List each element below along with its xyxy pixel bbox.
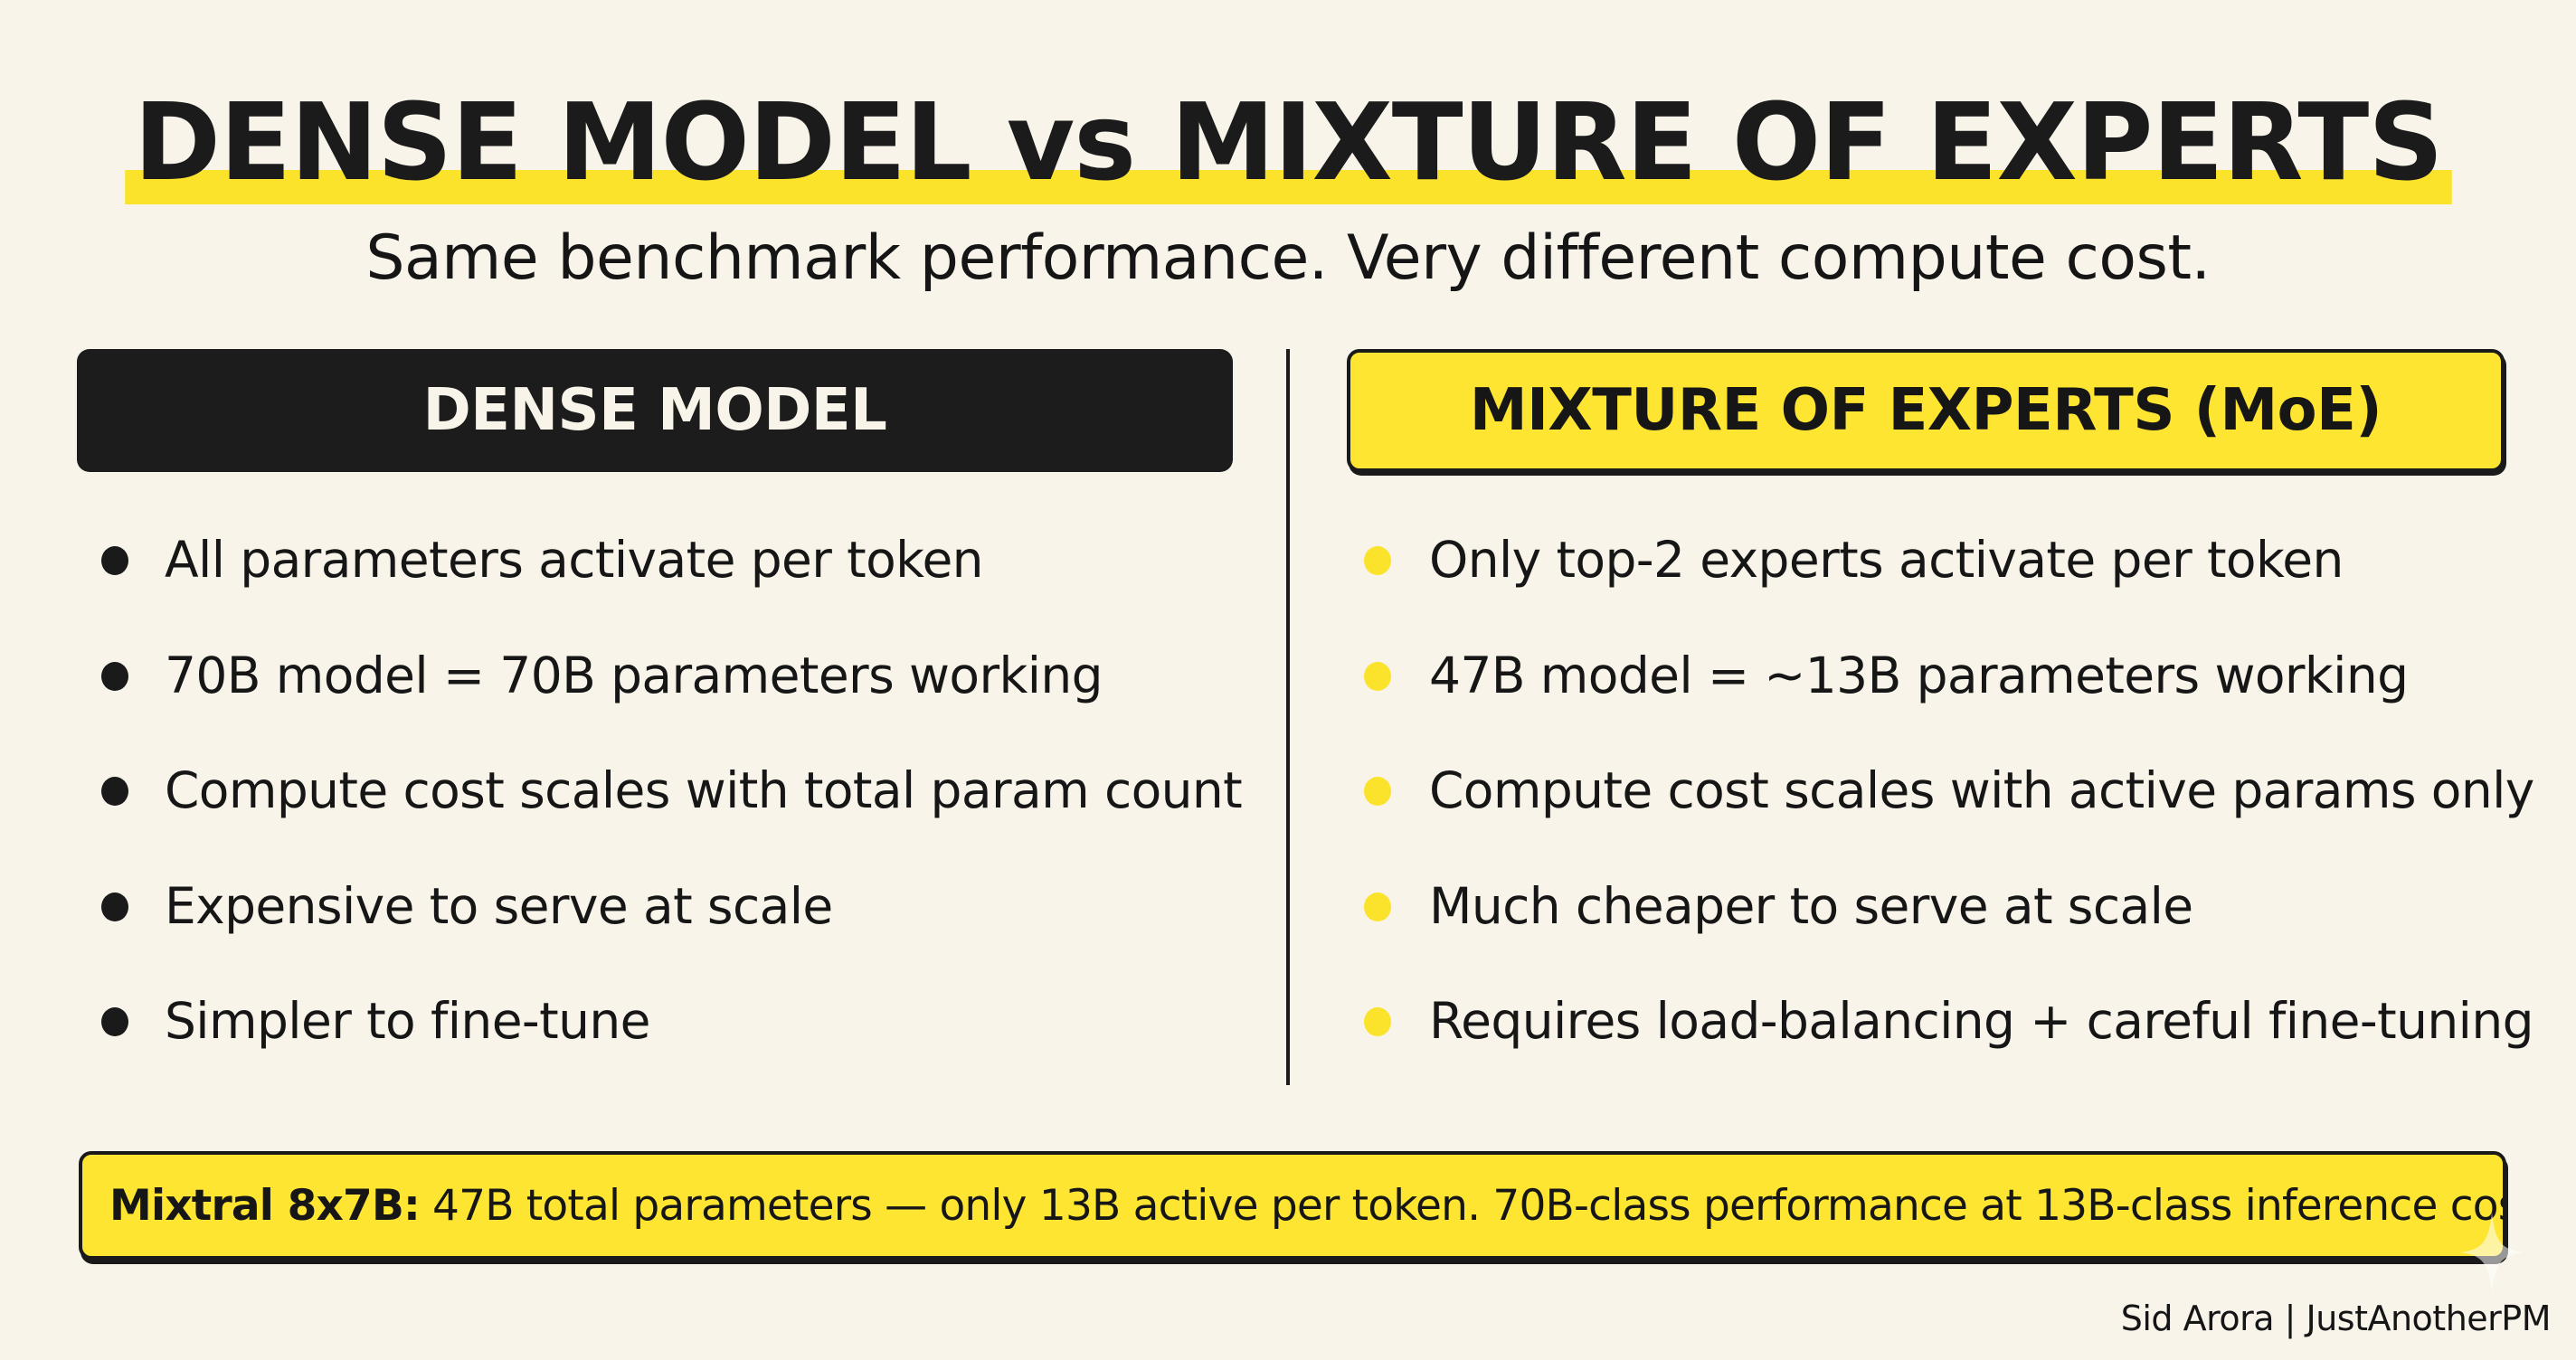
list-item: Much cheaper to serve at scale: [1357, 865, 2534, 981]
bullet-dot-icon: [101, 777, 128, 806]
list-item: 70B model = 70B parameters working: [101, 635, 1242, 751]
list-item: Compute cost scales with active params o…: [1357, 750, 2534, 865]
list-item: All parameters activate per token: [101, 519, 1242, 635]
bullet-text: Compute cost scales with total param cou…: [165, 761, 1243, 819]
page-title: DENSE MODEL vs MIXTURE OF EXPERTS: [124, 80, 2452, 204]
callout-label: Mixtral 8x7B:: [109, 1180, 421, 1231]
bullet-text: Compute cost scales with active params o…: [1429, 761, 2534, 819]
bullet-dot-icon: [1364, 546, 1391, 575]
bullet-text: Expensive to serve at scale: [165, 876, 833, 935]
bullet-dot-icon: [101, 661, 128, 691]
title-container: DENSE MODEL vs MIXTURE OF EXPERTS: [0, 80, 2576, 204]
list-item: Expensive to serve at scale: [101, 865, 1242, 981]
bullet-text: Only top-2 experts activate per token: [1429, 531, 2344, 589]
bullet-text: Requires load-balancing + careful fine-t…: [1429, 992, 2534, 1050]
bullet-text: Simpler to fine-tune: [165, 992, 651, 1050]
bullet-text: 70B model = 70B parameters working: [165, 646, 1103, 704]
page-subtitle: Same benchmark performance. Very differe…: [365, 222, 2211, 294]
list-item: 47B model = ~13B parameters working: [1357, 635, 2534, 751]
list-item: Only top-2 experts activate per token: [1357, 519, 2534, 635]
callout-text: 47B total parameters — only 13B active p…: [431, 1180, 2506, 1231]
moe-header-label: MIXTURE OF EXPERTS (MoE): [1469, 377, 2382, 444]
sparkle-icon: [2460, 1212, 2524, 1293]
bullet-text: All parameters activate per token: [165, 531, 984, 589]
bullet-text: Much cheaper to serve at scale: [1429, 876, 2193, 935]
moe-bullet-list: Only top-2 experts activate per token 47…: [1357, 519, 2534, 1096]
bullet-dot-icon: [101, 892, 128, 921]
page-title-text: DENSE MODEL vs MIXTURE OF EXPERTS: [133, 80, 2444, 204]
bullet-dot-icon: [1364, 1007, 1391, 1036]
dense-model-header: DENSE MODEL: [77, 349, 1233, 472]
bullet-dot-icon: [1364, 777, 1391, 806]
column-divider: [1286, 349, 1290, 1085]
bullet-text: 47B model = ~13B parameters working: [1429, 646, 2409, 704]
list-item: Simpler to fine-tune: [101, 980, 1242, 1096]
dense-model-header-label: DENSE MODEL: [422, 377, 887, 444]
bullet-dot-icon: [101, 1007, 128, 1036]
bullet-dot-icon: [1364, 892, 1391, 921]
list-item: Compute cost scales with total param cou…: [101, 750, 1243, 865]
list-item: Requires load-balancing + careful fine-t…: [1357, 980, 2534, 1096]
bullet-dot-icon: [101, 546, 128, 575]
author-attribution: Sid Arora | JustAnotherPM: [2120, 1299, 2552, 1338]
bullet-dot-icon: [1364, 661, 1391, 691]
mixtral-callout-box: Mixtral 8x7B: 47B total parameters — onl…: [79, 1151, 2506, 1260]
dense-model-bullet-list: All parameters activate per token 70B mo…: [101, 519, 1243, 1096]
moe-header: MIXTURE OF EXPERTS (MoE): [1347, 349, 2505, 472]
